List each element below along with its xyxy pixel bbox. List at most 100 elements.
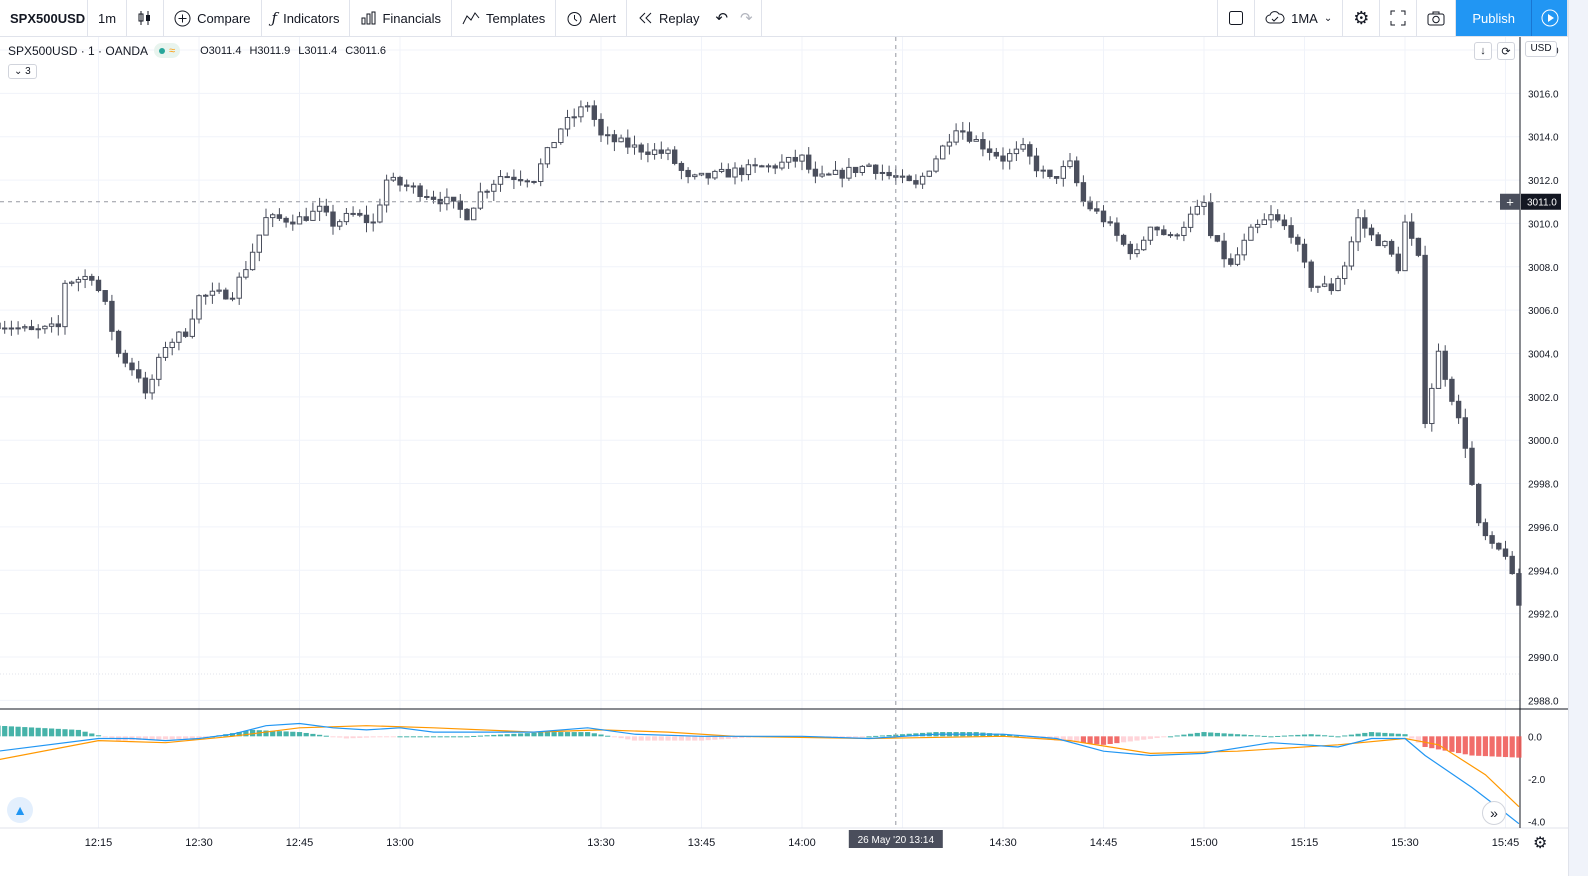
macd-histogram-bar (906, 733, 912, 737)
macd-histogram-bar (136, 736, 142, 741)
candle-body (966, 131, 973, 142)
candle-body (189, 318, 196, 337)
indicators-button[interactable]: ƒ Indicators (262, 0, 351, 36)
candle-body (1254, 223, 1261, 228)
macd-histogram-bar (1368, 732, 1375, 737)
macd-histogram-bar (437, 736, 443, 738)
candle-body (531, 180, 537, 183)
candle-body (424, 195, 430, 198)
macd-histogram-bar (551, 732, 557, 737)
macd-histogram-bar (1067, 736, 1073, 742)
candle-body (511, 176, 517, 181)
candle-body (196, 295, 202, 320)
settings-button[interactable]: ⚙ (1343, 0, 1381, 36)
redo-button[interactable]: ↷ (734, 0, 762, 36)
macd-histogram-bar (1322, 735, 1328, 737)
macd-histogram-bar (0, 725, 1, 737)
price-axis-label: 2994.0 (1528, 566, 1559, 577)
redo-icon: ↷ (740, 10, 753, 27)
candle-body (1301, 243, 1308, 263)
candle-body (651, 149, 658, 155)
candle-body (625, 137, 631, 148)
macd-histogram-bar (1013, 735, 1019, 737)
candle-body (350, 212, 356, 215)
candle-body (1007, 153, 1013, 162)
idea-play-button[interactable] (1532, 0, 1568, 36)
fullscreen-button[interactable] (1380, 0, 1418, 36)
tradingview-logo-icon[interactable]: ▲ (7, 797, 33, 823)
macd-histogram-bar (243, 730, 249, 737)
macd-histogram-bar (1275, 735, 1281, 737)
candle-body (1241, 239, 1247, 256)
macd-histogram-bar (1167, 736, 1174, 738)
select-layout-button[interactable] (1218, 0, 1256, 36)
compare-button[interactable]: Compare (164, 0, 262, 36)
macd-histogram-bar (317, 734, 323, 737)
macd-histogram-bar (719, 736, 725, 740)
chart-type-button[interactable] (127, 0, 165, 36)
macd-histogram-bar (538, 732, 544, 737)
macd-histogram-bar (1409, 736, 1415, 739)
replay-button[interactable]: Replay (627, 0, 709, 36)
macd-histogram-bar (337, 736, 343, 738)
alert-button[interactable]: Alert (556, 0, 627, 36)
macd-histogram-bar (102, 736, 108, 738)
financials-button[interactable]: Financials (350, 0, 452, 36)
candle-body (504, 176, 510, 179)
candle-body (1080, 182, 1087, 202)
candle-body (229, 297, 236, 300)
macd-histogram-bar (343, 736, 349, 739)
market-status-badge[interactable]: ≈ (154, 43, 181, 58)
candle-body (357, 212, 363, 216)
candle-body (1027, 144, 1033, 157)
candle-body (270, 214, 276, 219)
legend-title[interactable]: SPX500USD · 1 · OANDA (8, 43, 149, 58)
time-axis-label: 14:00 (788, 837, 816, 849)
candle-body (1194, 205, 1200, 215)
macd-histogram-bar (156, 736, 162, 740)
snapshot-button[interactable] (1417, 0, 1457, 36)
candle-body (906, 175, 912, 182)
templates-button[interactable]: Templates (452, 0, 557, 36)
macd-histogram-bar (69, 729, 75, 737)
price-axis-label: 3004.0 (1528, 349, 1559, 360)
macd-histogram-bar (1476, 736, 1482, 756)
save-layout-button[interactable]: 1MA ⌄ (1255, 0, 1344, 36)
macd-histogram-bar (350, 736, 356, 739)
macd-histogram-bar (1509, 736, 1515, 758)
macd-histogram-bar (15, 726, 21, 737)
candles-icon (137, 10, 153, 26)
candle-body (899, 175, 906, 178)
legend-collapse-button[interactable]: ⌄ 3 (8, 64, 37, 79)
chart-settings-gear-icon[interactable]: ⚙ (1533, 835, 1548, 852)
macd-histogram-bar (1456, 736, 1462, 754)
macd-histogram-bar (1489, 736, 1495, 757)
macd-histogram-bar (1435, 736, 1442, 750)
scroll-to-realtime-button[interactable]: » (1482, 801, 1506, 825)
publish-button[interactable]: Publish (1456, 0, 1532, 36)
macd-histogram-bar (692, 736, 698, 741)
scale-down-button[interactable]: ↓ (1474, 42, 1492, 60)
macd-histogram-bar (189, 736, 195, 739)
macd-histogram-bar (1469, 736, 1475, 756)
candle-body (1268, 214, 1274, 221)
macd-histogram-bar (183, 736, 189, 739)
gear-icon: ⚙ (1353, 7, 1370, 28)
time-axis-label: 12:45 (286, 837, 314, 849)
time-axis-label: 15:15 (1291, 837, 1319, 849)
symbol-search-button[interactable]: SPX500USD (0, 0, 88, 36)
currency-badge[interactable]: USD (1525, 41, 1557, 57)
candle-body (1187, 213, 1194, 228)
price-axis-label: 2998.0 (1528, 480, 1559, 491)
macd-histogram-bar (1241, 734, 1247, 737)
reset-chart-button[interactable]: ⟳ (1497, 42, 1515, 60)
macd-histogram-bar (859, 736, 865, 738)
macd-histogram-bar (1221, 733, 1227, 737)
macd-histogram-bar (1174, 735, 1180, 737)
macd-histogram-bar (1335, 736, 1341, 738)
undo-button[interactable]: ↶ (709, 0, 734, 36)
interval-button[interactable]: 1m (88, 0, 128, 36)
candle-body (605, 134, 611, 137)
macd-histogram-bar (511, 733, 517, 737)
chart-canvas[interactable]: 3018.03016.03014.03012.03010.03008.03006… (0, 37, 1568, 876)
